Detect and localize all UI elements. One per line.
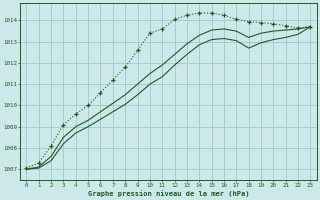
X-axis label: Graphe pression niveau de la mer (hPa): Graphe pression niveau de la mer (hPa) (88, 190, 249, 197)
